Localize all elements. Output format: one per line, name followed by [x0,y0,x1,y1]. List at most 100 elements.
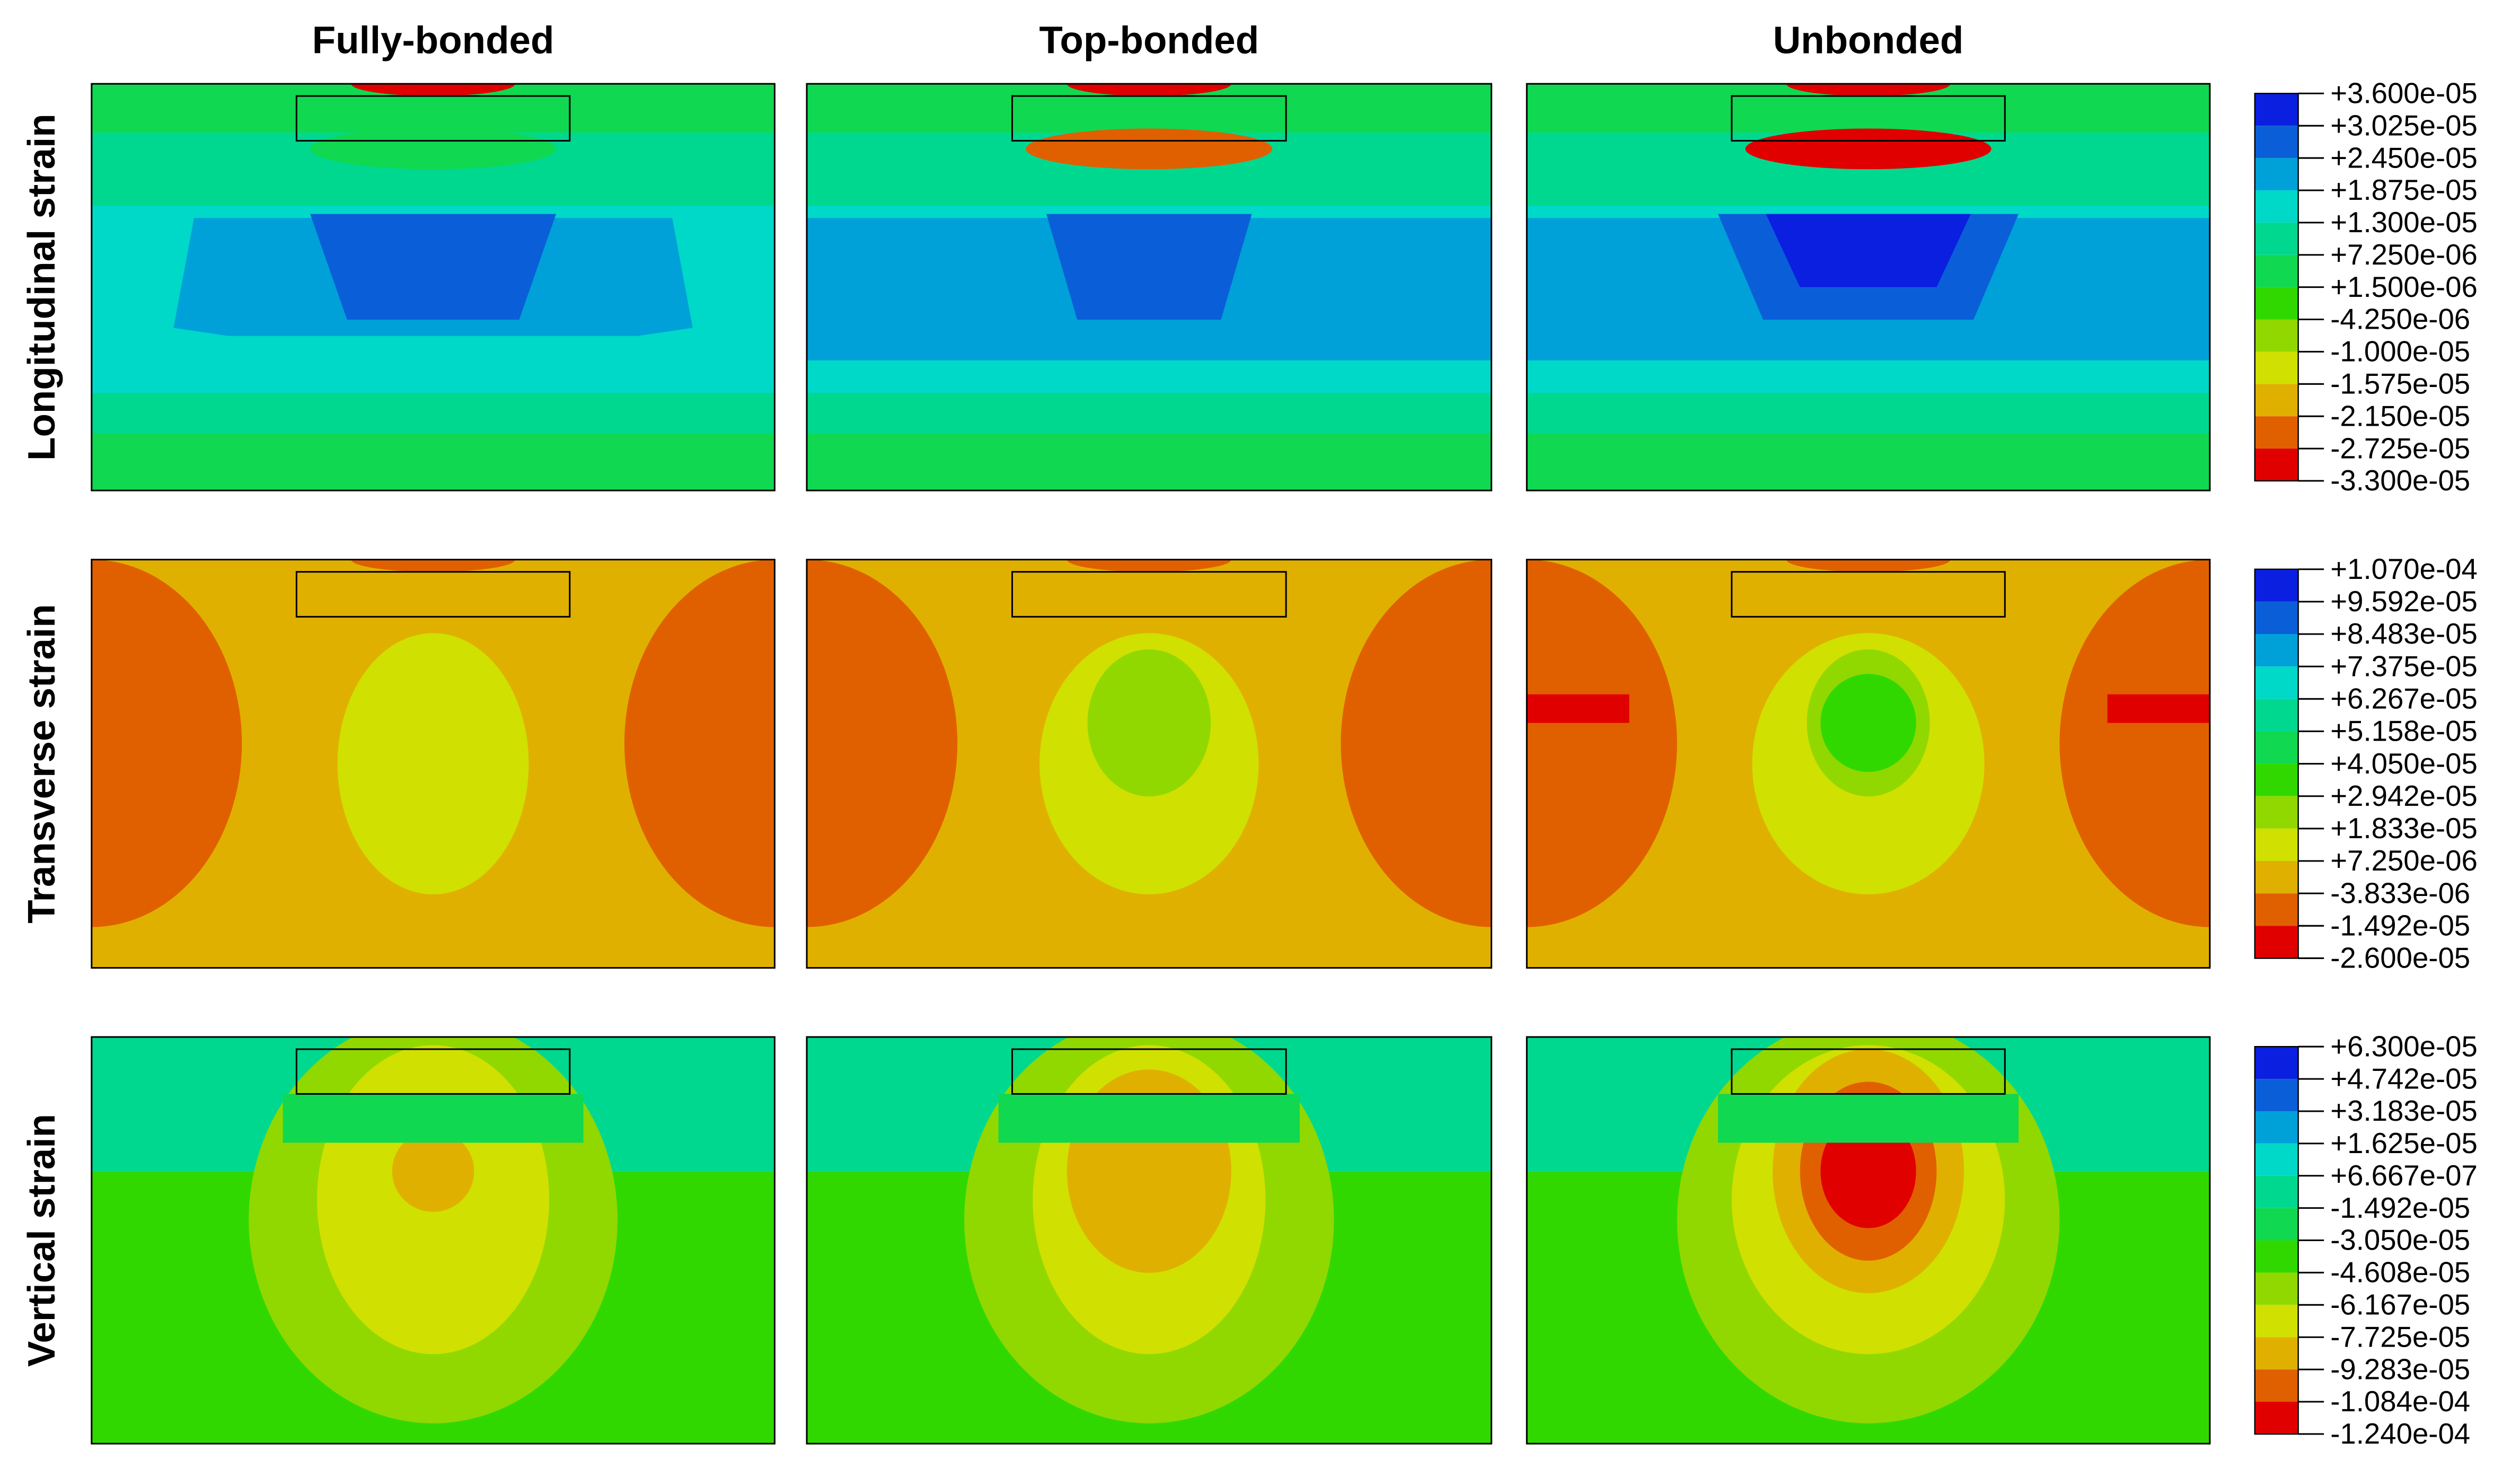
contour-region [1786,84,1951,96]
contour-panel [807,84,1492,491]
contour-region [1527,559,1677,927]
contour-band [998,1094,1300,1143]
panel-border [806,559,1493,969]
legend-swatch [2254,569,2298,602]
contour-region [351,559,515,572]
contour-band [91,433,775,491]
contour-band [1527,433,2210,491]
contour-region [351,84,515,96]
panel-border [91,1036,776,1445]
legend-swatch [2254,416,2298,449]
bonded-plate [1731,1048,2006,1095]
legend-swatch [2254,319,2298,352]
legend-label: +1.070e-04 [2330,553,2478,585]
legend-label: +6.267e-05 [2330,682,2478,715]
legend-swatch [2254,893,2298,926]
legend-label: -2.150e-05 [2330,400,2470,432]
legend-swatch [2254,1111,2298,1144]
legend-swatch [2254,1401,2298,1434]
legend-swatch [2254,190,2298,223]
contour-panel [1527,84,2210,491]
contour-band [1527,393,2210,434]
panel-border [806,1036,1493,1445]
legend-swatch [2254,93,2298,126]
legend-swatch [2254,1369,2298,1402]
contour-region [2059,559,2210,927]
legend-label: -7.725e-05 [2330,1321,2470,1353]
contour-band [1718,1094,2019,1143]
legend-swatch [2254,796,2298,829]
contour-region [1067,84,1231,96]
legend-label: +4.742e-05 [2330,1062,2478,1095]
legend-swatch [2254,254,2298,287]
legend-swatch [2254,666,2298,699]
legend-label: +3.183e-05 [2330,1095,2478,1127]
legend-swatch [2254,449,2298,481]
contour-panel [91,84,775,491]
legend-swatch [2254,158,2298,190]
contour-region [1026,128,1273,170]
legend-label: -1.240e-04 [2330,1418,2470,1450]
legend-swatch [2254,384,2298,417]
legend-swatch [2254,1240,2298,1273]
legend-swatch [2254,699,2298,732]
legend-label: +1.500e-06 [2330,271,2478,303]
contour-region [310,214,557,320]
legend-label: -1.492e-05 [2330,1192,2470,1224]
contour-band [807,433,1492,491]
legend-label: +2.942e-05 [2330,780,2478,812]
legend-label: -2.600e-05 [2330,942,2470,974]
bonded-plate [1011,95,1287,142]
legend-label: -1.084e-04 [2330,1385,2470,1418]
contour-region [310,128,557,170]
legend-swatch [2254,601,2298,635]
legend-label: +1.875e-05 [2330,174,2478,206]
bonded-plate [295,571,571,618]
legend-label: +6.300e-05 [2330,1030,2478,1062]
contour-panel [1527,559,2210,968]
legend-label: +1.625e-05 [2330,1127,2478,1159]
bonded-plate [295,95,571,142]
contour-region [1067,559,1231,572]
legend-label: -1.000e-05 [2330,336,2470,368]
legend-swatch [2254,126,2298,159]
column-title: Unbonded [1773,19,1964,61]
legend-swatch [2254,222,2298,255]
legend-swatch [2254,287,2298,320]
legend-swatch [2254,1143,2298,1176]
panel-border [1526,83,2211,491]
row-label: Longitudinal strain [20,113,63,461]
contour-panel [91,559,775,968]
contour-band [807,393,1492,434]
legend-label: +2.450e-05 [2330,142,2478,174]
legend-swatch [2254,1047,2298,1079]
legend-label: +3.600e-05 [2330,77,2478,109]
legend-swatch [2254,828,2298,862]
panel-border [91,559,776,969]
column-title: Top-bonded [1039,19,1259,61]
legend-label: +3.025e-05 [2330,109,2478,142]
legend-swatch [2254,731,2298,764]
bonded-plate [1731,95,2006,142]
legend-label: -2.725e-05 [2330,432,2470,464]
bonded-plate [295,1048,571,1095]
legend-swatch [2254,763,2298,796]
legend-label: +7.375e-05 [2330,650,2478,682]
legend-label: +6.667e-07 [2330,1159,2478,1192]
bonded-plate [1731,571,2006,618]
bonded-plate [1011,1048,1287,1095]
legend-label: +1.833e-05 [2330,812,2478,845]
legend-swatch [2254,1175,2298,1208]
bonded-plate [1011,571,1287,618]
legend-swatch [2254,1208,2298,1241]
contour-region [392,1130,474,1212]
legend-swatch [2254,351,2298,384]
legend-label: +5.158e-05 [2330,715,2478,748]
contour-band [2107,694,2210,723]
legend-label: -3.300e-05 [2330,464,2470,497]
contour-panel [807,559,1492,968]
contour-region [1046,214,1252,320]
contour-panel [1527,1037,2210,1444]
contour-region [624,559,775,927]
panel-border [91,83,776,491]
